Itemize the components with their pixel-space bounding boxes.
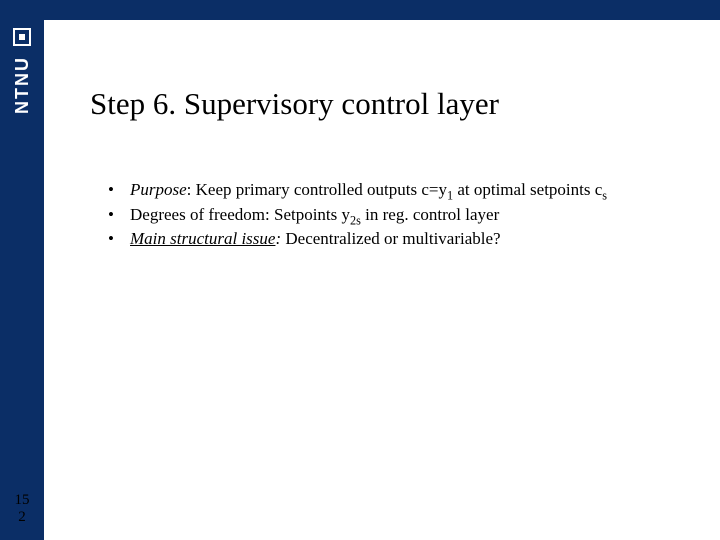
logo-inner-dot [19,34,25,40]
brand-name: NTNU [12,56,33,114]
bullet-text: in reg. control layer [361,205,499,224]
bullet-lead: Main structural issue [130,229,275,248]
slide: NTNU Step 6. Supervisory control layer P… [0,0,720,540]
bullet-item: Degrees of freedom: Setpoints y2s in reg… [108,203,690,228]
bullet-sep: : [265,205,274,224]
content-area: Step 6. Supervisory control layer Purpos… [90,86,690,252]
slide-title: Step 6. Supervisory control layer [90,86,690,122]
bullet-text: at optimal setpoints c [453,180,602,199]
subscript: s [602,188,607,202]
bullet-lead: Degrees of freedom [130,205,265,224]
square-dot-logo-icon [13,28,31,46]
bullet-text: Decentralized or multivariable? [285,229,500,248]
page-number-line2: 2 [12,509,32,526]
bullet-lead: Purpose [130,180,187,199]
bullet-text: Keep primary controlled outputs c=y [196,180,447,199]
top-brand-bar [0,0,720,20]
bullet-list: Purpose: Keep primary controlled outputs… [90,178,690,252]
bullet-item: Purpose: Keep primary controlled outputs… [108,178,690,203]
bullet-sep: : [275,229,285,248]
subscript: 2s [350,213,361,227]
page-number: 15 2 [12,492,32,527]
page-number-line1: 15 [12,492,32,509]
bullet-text: Setpoints y [274,205,350,224]
side-brand-bar: NTNU [0,0,44,540]
bullet-item: Main structural issue: Decentralized or … [108,227,690,252]
bullet-sep: : [187,180,196,199]
